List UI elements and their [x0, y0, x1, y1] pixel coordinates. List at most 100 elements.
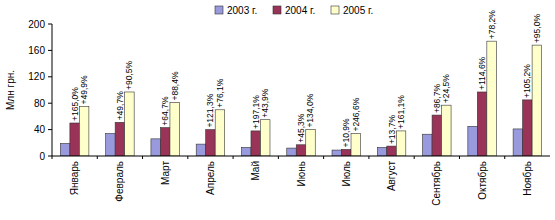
change-label: +161,1%	[396, 95, 406, 129]
y-tick	[48, 129, 52, 130]
bar	[287, 148, 297, 156]
x-tick	[233, 156, 234, 159]
bar	[306, 130, 316, 156]
x-axis	[52, 156, 550, 157]
bar	[241, 147, 251, 156]
bar	[260, 120, 270, 156]
change-label: +90,5%	[124, 60, 134, 90]
bar	[477, 92, 487, 156]
x-tick	[414, 156, 415, 159]
y-tick	[48, 156, 52, 157]
bar	[377, 147, 387, 156]
y-tick-label: 120	[28, 71, 45, 82]
change-label: +88,4%	[170, 71, 180, 101]
x-tick	[187, 156, 188, 159]
x-tick	[504, 156, 505, 159]
y-tick-label: 0	[39, 151, 45, 162]
change-label: +49,7%	[115, 91, 125, 121]
y-tick-label: 160	[28, 45, 45, 56]
y-tick	[48, 24, 52, 25]
change-label: +64,7%	[160, 96, 170, 126]
bar	[468, 126, 478, 156]
change-label: +49,9%	[79, 75, 89, 105]
change-label: +246,6%	[351, 97, 361, 131]
bar	[170, 103, 180, 156]
x-tick-label: Сентябрь	[431, 161, 442, 206]
bar	[487, 41, 497, 156]
bar	[251, 131, 261, 156]
x-tick-label: Июль	[341, 161, 352, 187]
change-label: +86,7%	[432, 84, 442, 114]
change-label: +10,9%	[341, 118, 351, 148]
bar	[396, 131, 406, 156]
bar	[387, 146, 397, 156]
bar	[296, 145, 306, 156]
x-tick	[278, 156, 279, 159]
x-tick-label: Март	[160, 161, 171, 185]
change-label: +105,2%	[522, 64, 532, 98]
bar	[106, 134, 116, 156]
x-tick	[368, 156, 369, 159]
legend-label: 2004 г.	[285, 5, 315, 16]
y-tick-label: 80	[34, 98, 46, 109]
bar	[79, 107, 89, 157]
x-tick-label: Октябрь	[477, 161, 488, 200]
y-tick	[48, 50, 52, 51]
y-tick	[48, 103, 52, 104]
bar	[342, 149, 352, 156]
change-label: +134,0%	[306, 93, 316, 127]
x-tick	[52, 156, 53, 159]
x-tick	[459, 156, 460, 159]
legend-swatch	[273, 6, 281, 14]
bar	[206, 130, 216, 156]
bar	[215, 110, 225, 156]
bar	[432, 115, 442, 156]
bar	[423, 134, 433, 156]
bar	[513, 129, 523, 156]
change-label: +197,1%	[251, 95, 261, 129]
x-tick-label: Февраль	[114, 161, 125, 202]
x-tick-label: Ноябрь	[522, 161, 533, 196]
x-tick-label: Январь	[69, 161, 80, 195]
change-label: +165,0%	[70, 87, 80, 121]
y-tick-label: 200	[28, 19, 45, 30]
x-tick-label: Май	[250, 161, 261, 181]
change-label: +13,7%	[387, 115, 397, 145]
bar	[160, 128, 170, 156]
x-tick	[142, 156, 143, 159]
x-tick-label: Апрель	[205, 161, 216, 195]
change-label: +24,5%	[441, 74, 451, 104]
bar	[351, 134, 361, 156]
x-tick	[97, 156, 98, 159]
legend-swatch	[331, 6, 339, 14]
bar	[532, 45, 542, 156]
x-tick-label: Июнь	[296, 161, 307, 186]
bar	[125, 92, 135, 156]
bar	[115, 122, 125, 156]
y-tick	[48, 76, 52, 77]
bar	[151, 139, 161, 156]
chart: +165,0%+49,7%+64,7%+121,3%+197,1%+45,3%+…	[0, 0, 555, 220]
change-label: +114,6%	[477, 56, 487, 90]
bar	[523, 100, 533, 156]
x-tick	[323, 156, 324, 159]
y-axis	[52, 24, 53, 156]
legend-label: 2003 г.	[227, 5, 257, 16]
y-axis-title: Млн грн.	[5, 70, 16, 110]
change-label: +121,3%	[205, 93, 215, 127]
change-label: +95,0%	[532, 14, 542, 44]
legend-swatch	[215, 6, 223, 14]
x-tick-label: Август	[386, 161, 397, 192]
bars	[60, 41, 541, 156]
y-tick-label: 40	[34, 124, 46, 135]
change-label: +43,9%	[260, 88, 270, 118]
bar	[442, 105, 452, 156]
legend-label: 2005 г.	[343, 5, 373, 16]
bar	[60, 143, 70, 156]
change-label: +45,3%	[296, 113, 306, 143]
bar	[332, 150, 342, 156]
bar	[196, 144, 206, 156]
legend: 2003 г. 2004 г. 2005 г.	[215, 5, 373, 16]
change-label: +78,2%	[487, 10, 497, 40]
bar	[70, 123, 80, 156]
